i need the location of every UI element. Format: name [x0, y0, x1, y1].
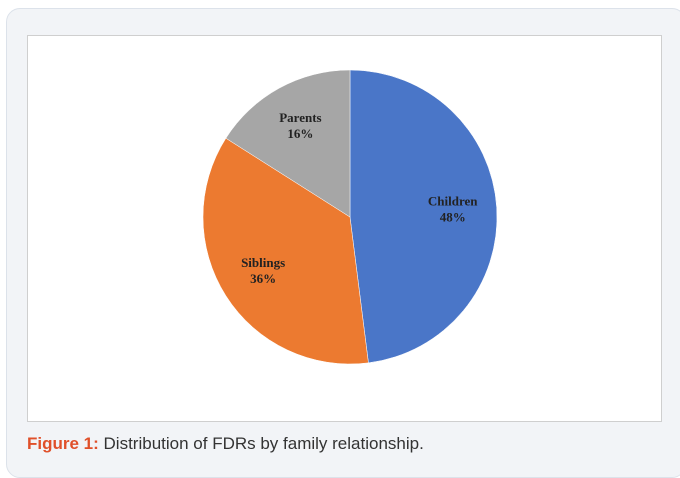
pie-slice [225, 69, 351, 218]
pie-slice [202, 137, 369, 365]
pie-slice [349, 69, 498, 364]
chart-frame: Children 48% Siblings 36% Parents 16% [27, 35, 662, 422]
figure-label: Figure 1: [27, 434, 99, 453]
figure-card: Children 48% Siblings 36% Parents 16% Figure … [6, 8, 680, 478]
slice-label: Siblings [241, 255, 285, 270]
slice-label: Children [428, 194, 478, 209]
slice-label: Parents [279, 110, 321, 125]
slice-value-label: 48% [440, 210, 466, 225]
slice-value-label: 16% [287, 126, 313, 141]
caption-text: Distribution of FDRs by family relations… [103, 434, 424, 453]
caption: Figure 1: Distribution of FDRs by family… [27, 434, 424, 454]
slice-value-label: 36% [250, 271, 276, 286]
